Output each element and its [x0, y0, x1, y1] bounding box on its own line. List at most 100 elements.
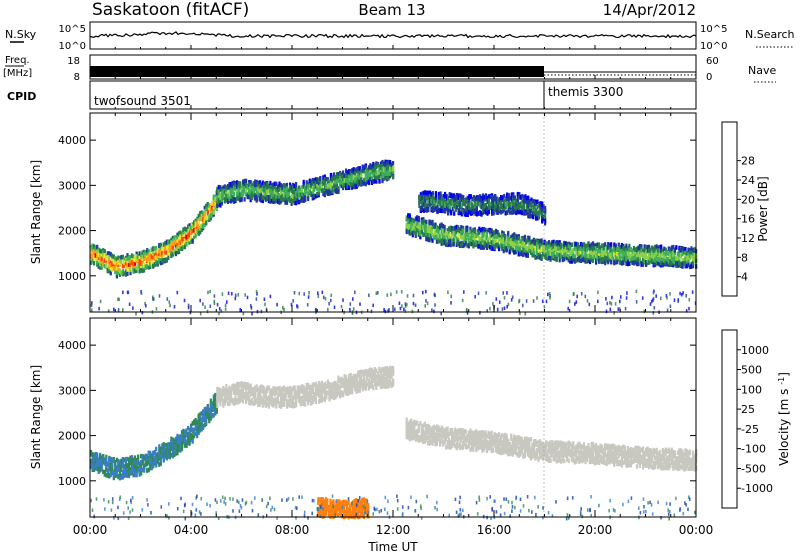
scatter-cell [501, 239, 504, 244]
scatter-cell [412, 301, 415, 306]
scatter-cell [141, 263, 144, 269]
scatter-cell [463, 290, 465, 294]
scatter-cell [392, 170, 395, 175]
scatter-cell [510, 203, 513, 208]
scatter-cell [442, 229, 445, 234]
scatter-cell [146, 455, 149, 460]
scatter-cell [217, 200, 220, 205]
scatter-cell [588, 246, 592, 251]
scatter-cell [460, 207, 463, 212]
scatter-cell [211, 204, 214, 210]
scatter-cell [425, 289, 427, 294]
scatter-cell [484, 238, 487, 243]
scatter-cell [554, 240, 557, 246]
scatter-cell [99, 299, 102, 304]
scatter-cell [411, 225, 414, 231]
scatter-cell [382, 173, 386, 178]
scatter-cell [284, 200, 287, 205]
scatter-cell [367, 173, 370, 178]
scatter-cell [484, 227, 487, 233]
scatter-cell [652, 258, 655, 263]
scatter-cell [290, 201, 293, 206]
scatter-cell [176, 235, 179, 240]
scatter-cell [525, 210, 528, 215]
scatter-cell [293, 186, 296, 191]
scatter-cell [330, 298, 332, 303]
scatter-cell [179, 240, 182, 246]
scatter-cell [460, 235, 463, 240]
scatter-cell [419, 195, 422, 200]
scatter-cell [422, 232, 425, 237]
scatter-cell [532, 253, 536, 258]
scatter-cell [481, 226, 484, 232]
scatter-cell [311, 189, 314, 195]
scatter-cell [140, 463, 143, 468]
scatter-cell [108, 458, 111, 463]
scatter-cell [576, 294, 578, 299]
scatter-cell [611, 253, 614, 258]
scatter-cell [282, 305, 284, 310]
scatter-cell [555, 242, 558, 248]
scatter-cell [670, 260, 673, 266]
scatter-cell [524, 312, 527, 316]
scatter-cell [126, 465, 129, 471]
scatter-cell [575, 300, 578, 304]
scatter-cell [384, 159, 387, 165]
scatter-cell [532, 240, 536, 246]
scatter-cell [546, 252, 549, 258]
scatter-cell [348, 180, 351, 185]
scatter-cell [507, 199, 510, 204]
scatter-cell [435, 235, 439, 240]
scatter-cell [478, 197, 482, 203]
scatter-cell [99, 468, 102, 473]
scatter-cell [665, 294, 668, 298]
scatter-cell [126, 271, 129, 276]
scatter-cell [158, 243, 161, 248]
scatter-cell [105, 457, 108, 462]
scatter-cell [497, 204, 500, 209]
scatter-cell [449, 242, 452, 248]
scatter-cell [96, 466, 99, 472]
scatter-cell [516, 246, 519, 252]
scatter-cell [120, 459, 123, 464]
scatter-cell [610, 242, 613, 247]
scatter-cell [555, 251, 558, 257]
scatter-cell [105, 263, 108, 268]
scatter-cell [463, 208, 466, 214]
scatter-cell [170, 246, 173, 251]
scatter-cell [105, 467, 108, 472]
scatter-cell [334, 181, 337, 186]
scatter-cell [454, 207, 457, 212]
scatter-cell [433, 309, 435, 314]
scatter-cell [121, 271, 124, 276]
scatter-cell [220, 197, 223, 202]
scatter-cell [529, 240, 533, 245]
scatter-cell [367, 165, 370, 170]
scatter-cell [103, 264, 106, 269]
scatter-cell [370, 164, 373, 170]
scatter-cell [207, 290, 209, 295]
scatter-cell [205, 220, 208, 226]
scatter-cell [490, 233, 493, 238]
scatter-cell [206, 215, 209, 220]
scatter-cell [100, 455, 103, 460]
scatter-cell [510, 298, 513, 302]
scatter-cell [138, 261, 141, 266]
scatter-cell [301, 188, 304, 193]
scatter-cell [452, 230, 455, 236]
scatter-cell [598, 248, 601, 254]
scatter-cell [177, 236, 181, 242]
scatter-cell [419, 224, 422, 230]
scatter-cell [90, 464, 93, 470]
scatter-cell [442, 204, 445, 210]
scatter-cell [296, 305, 299, 309]
scatter-cell [263, 195, 266, 200]
scatter-cell [542, 251, 545, 257]
scatter-cell [445, 202, 448, 207]
scatter-cell [430, 196, 433, 201]
scatter-cell [214, 194, 217, 200]
scatter-cell [115, 257, 118, 262]
scatter-cell [167, 245, 170, 251]
scatter-cell [655, 244, 658, 249]
scatter-cell [582, 256, 586, 262]
